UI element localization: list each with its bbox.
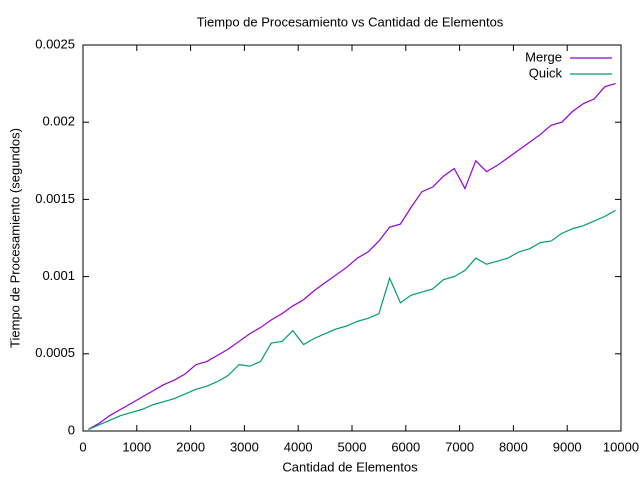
x-tick-label: 4000 (284, 439, 313, 454)
y-axis-label: Tiempo de Procesamiento (segundos) (7, 128, 22, 348)
chart-title: Tiempo de Procesamiento vs Cantidad de E… (197, 14, 504, 29)
y-tick-label: 0.0025 (35, 36, 75, 51)
x-tick-label: 0 (79, 439, 86, 454)
legend-label: Merge (525, 49, 562, 64)
x-axis-label: Cantidad de Elementos (282, 459, 418, 474)
y-tick-label: 0.0015 (35, 191, 75, 206)
x-tick-label: 3000 (230, 439, 259, 454)
x-tick-label: 6000 (391, 439, 420, 454)
series-line (88, 209, 616, 431)
x-tick-label: 10000 (603, 439, 639, 454)
x-tick-label: 1000 (122, 439, 151, 454)
legend-label: Quick (529, 65, 563, 80)
x-tick-label: 5000 (338, 439, 367, 454)
x-tick-label: 9000 (553, 439, 582, 454)
y-tick-label: 0.002 (42, 114, 75, 129)
x-tick-label: 8000 (499, 439, 528, 454)
y-tick-label: 0 (68, 422, 75, 437)
series-line (88, 83, 616, 430)
plot-frame (82, 44, 622, 432)
y-tick-label: 0.001 (42, 268, 75, 283)
y-tick-label: 0.0005 (35, 345, 75, 360)
x-tick-label: 2000 (176, 439, 205, 454)
x-tick-label: 7000 (445, 439, 474, 454)
